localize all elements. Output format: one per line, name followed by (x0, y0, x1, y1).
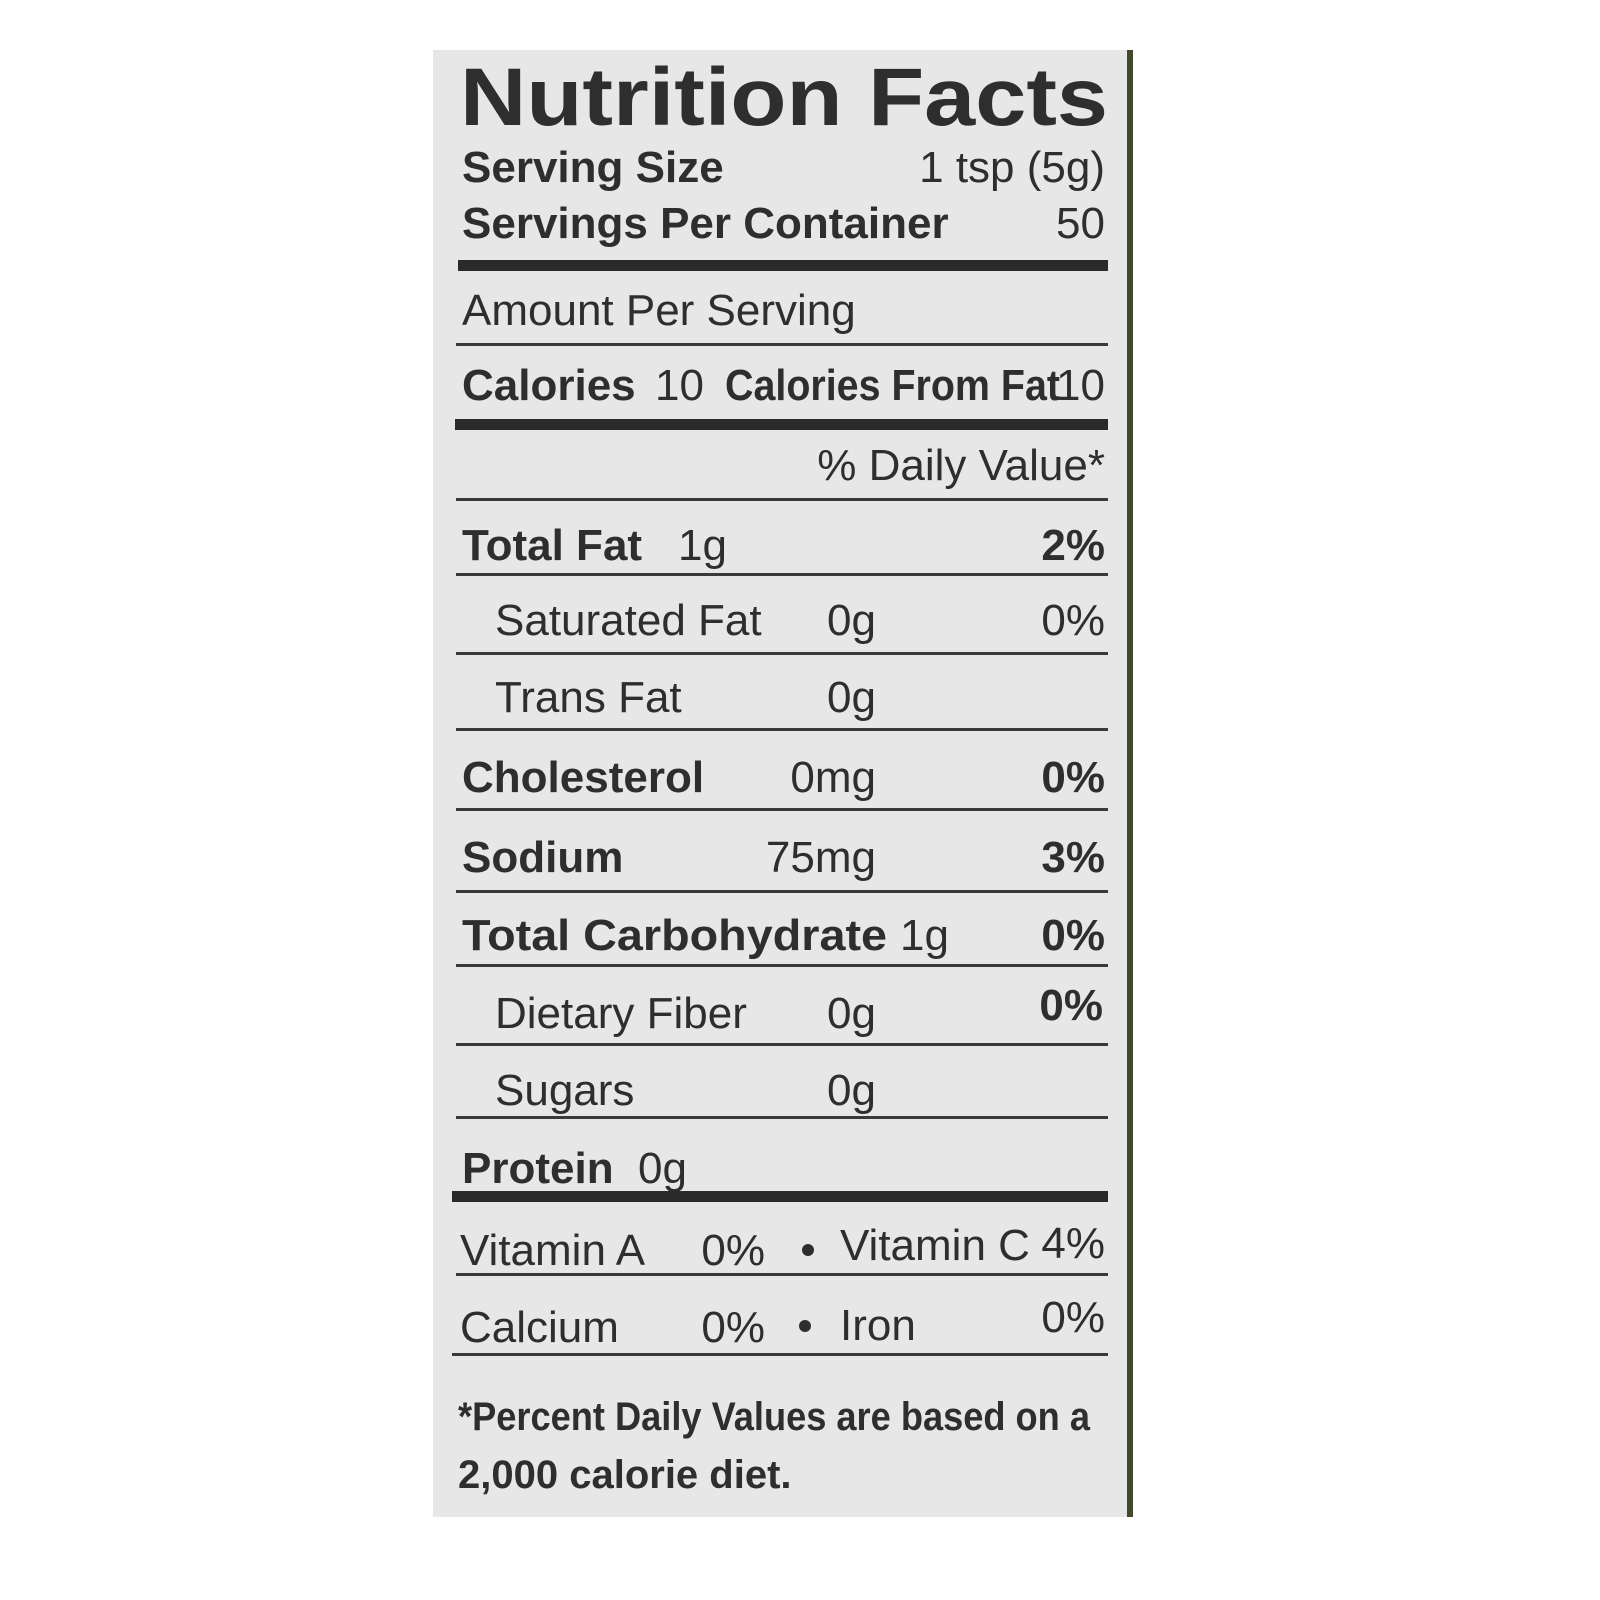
vitamin-name: Iron (840, 1301, 916, 1350)
nutrient-dv: 3% (1041, 833, 1105, 882)
vitamin-dv: 0% (1041, 1293, 1105, 1342)
rule (456, 1043, 1108, 1046)
thick-rule (452, 1191, 1108, 1202)
nutrient-amount: 75mg (766, 833, 876, 882)
nutrient-name: Saturated Fat (495, 596, 762, 645)
panel-edge (1127, 50, 1133, 1517)
rule (456, 964, 1108, 967)
calories-value: 10 (655, 361, 704, 410)
rule (456, 1273, 1108, 1276)
nutrient-amount: 1g (678, 521, 727, 570)
thick-rule (455, 419, 1108, 430)
vitamin-name: Calcium (460, 1303, 619, 1352)
label-panel (433, 50, 1133, 1517)
nutrient-dv: 0% (1041, 753, 1105, 802)
nutrient-name: Total Carbohydrate (462, 911, 887, 960)
nutrient-name: Protein (462, 1144, 614, 1193)
bullet (799, 1320, 811, 1332)
nutrient-amount: 1g (900, 911, 949, 960)
nutrient-amount: 0g (827, 989, 876, 1038)
rule (456, 890, 1108, 893)
nutrient-amount: 0g (827, 596, 876, 645)
servings-label: Servings Per Container (462, 199, 949, 248)
vitamin-dv: 0% (701, 1303, 765, 1352)
rule (456, 343, 1108, 346)
thick-rule (458, 260, 1108, 271)
nutrient-name: Sugars (495, 1066, 634, 1115)
amount-per-serving: Amount Per Serving (462, 286, 856, 335)
nutrient-dv: 0% (1041, 596, 1105, 645)
title: Nutrition Facts (460, 52, 1108, 143)
bullet (802, 1244, 814, 1256)
rule (456, 498, 1108, 501)
footnote: *Percent Daily Values are based on a (458, 1395, 1091, 1439)
nutrient-amount: 0g (638, 1144, 687, 1193)
vitamin-name: Vitamin C (840, 1221, 1030, 1270)
rule (456, 1116, 1108, 1119)
daily-value-header: % Daily Value* (817, 441, 1105, 490)
nutrient-name: Dietary Fiber (495, 989, 747, 1038)
nutrient-name: Total Fat (462, 521, 642, 570)
nutrient-amount: 0g (827, 1066, 876, 1115)
nutrient-name: Sodium (462, 833, 623, 882)
nutrient-dv: 2% (1041, 521, 1105, 570)
nutrient-name: Cholesterol (462, 753, 704, 802)
vitamin-dv: 0% (701, 1226, 765, 1275)
servings-value: 50 (1056, 199, 1105, 248)
serving-size-label: Serving Size (462, 143, 724, 192)
rule (456, 728, 1108, 731)
vitamin-name: Vitamin A (460, 1226, 646, 1275)
rule (456, 808, 1108, 811)
serving-size-value: 1 tsp (5g) (919, 143, 1105, 192)
calories-fat-value: 10 (1056, 361, 1105, 410)
footnote: 2,000 calorie diet. (458, 1453, 792, 1497)
nutrient-amount: 0g (827, 673, 876, 722)
rule (456, 573, 1108, 576)
vitamin-dv: 4% (1041, 1219, 1105, 1268)
calories-label: Calories (462, 361, 636, 410)
nutrient-dv: 0% (1041, 911, 1105, 960)
rule (456, 652, 1108, 655)
rule (452, 1353, 1108, 1356)
nutrient-dv: 0% (1039, 981, 1103, 1030)
calories-fat-label: Calories From Fat (725, 361, 1060, 410)
nutrient-name: Trans Fat (495, 673, 682, 722)
nutrient-amount: 0mg (790, 753, 876, 802)
